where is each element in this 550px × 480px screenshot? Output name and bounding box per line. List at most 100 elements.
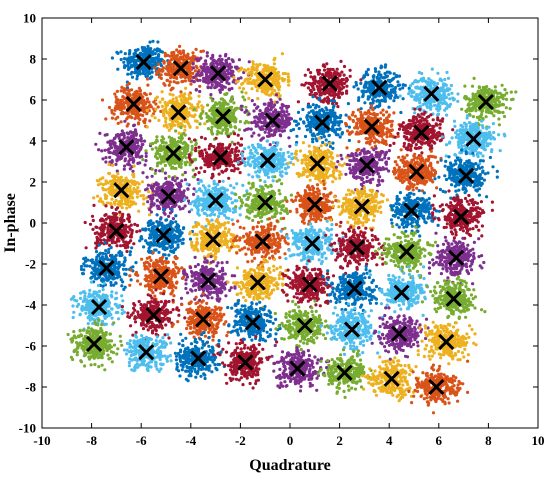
cluster-points bbox=[83, 203, 142, 258]
x-tick-label: -10 bbox=[33, 433, 50, 448]
centroid-marker bbox=[453, 208, 470, 225]
y-tick-label: -8 bbox=[25, 380, 36, 395]
cluster-points bbox=[416, 320, 478, 366]
centroid-marker bbox=[90, 298, 108, 316]
centroid-marker bbox=[353, 198, 370, 215]
cluster-points bbox=[324, 220, 390, 275]
centroid-marker bbox=[249, 274, 266, 291]
cluster-points bbox=[368, 265, 430, 320]
y-axis-label: In-phase bbox=[2, 193, 19, 253]
centroid-marker bbox=[391, 325, 408, 342]
y-tick-label: -4 bbox=[25, 298, 36, 313]
centroid-marker bbox=[423, 85, 440, 102]
axis-ticks bbox=[41, 17, 539, 429]
centroid-marker bbox=[237, 354, 254, 371]
x-tick-label: 2 bbox=[336, 433, 343, 448]
centroid-marker bbox=[445, 290, 462, 307]
centroid-marker bbox=[306, 196, 323, 213]
cluster-points bbox=[420, 275, 487, 327]
centroid-marker bbox=[398, 243, 415, 260]
cluster-points bbox=[138, 207, 194, 263]
y-tick-label: 0 bbox=[30, 216, 37, 231]
centroid-marker bbox=[304, 235, 321, 252]
centroid-marker bbox=[210, 65, 227, 82]
scatter-points bbox=[66, 39, 518, 415]
cluster-points bbox=[94, 119, 153, 175]
cluster-points bbox=[460, 76, 518, 129]
centroid-marker bbox=[465, 130, 482, 148]
centroid-marker bbox=[363, 118, 380, 135]
centroid-marker bbox=[244, 314, 261, 331]
y-tick-label: 10 bbox=[23, 11, 36, 26]
centroid-marker bbox=[448, 249, 465, 266]
centroid-marker bbox=[195, 311, 212, 328]
cluster-points bbox=[66, 318, 124, 372]
cluster-centroids bbox=[86, 54, 494, 396]
centroid-marker bbox=[214, 108, 232, 125]
centroid-marker bbox=[172, 60, 189, 77]
cluster-points bbox=[141, 125, 201, 179]
centroid-marker bbox=[200, 272, 217, 289]
x-tick-label: 10 bbox=[532, 433, 545, 448]
cluster-points bbox=[182, 178, 249, 228]
centroid-marker bbox=[257, 71, 274, 88]
centroid-marker bbox=[155, 227, 172, 244]
y-tick-label: 8 bbox=[30, 52, 37, 67]
y-tick-label: 4 bbox=[30, 134, 37, 149]
centroid-marker bbox=[358, 157, 375, 174]
centroid-marker bbox=[145, 307, 162, 324]
x-tick-labels: -10 -8 -6 -4 -2 0 2 4 6 8 10 bbox=[33, 433, 544, 448]
cluster-points bbox=[143, 168, 200, 224]
centroid-marker bbox=[205, 231, 222, 248]
centroid-marker bbox=[259, 152, 276, 169]
centroid-marker bbox=[207, 192, 224, 209]
y-tick-label: 6 bbox=[30, 93, 37, 108]
centroid-marker bbox=[108, 223, 125, 240]
centroid-marker bbox=[125, 96, 142, 113]
x-tick-label: 8 bbox=[485, 433, 492, 448]
centroid-marker bbox=[296, 317, 313, 334]
cluster-points bbox=[431, 189, 494, 240]
centroid-marker bbox=[257, 194, 274, 211]
y-tick-label: -10 bbox=[19, 421, 36, 436]
centroid-marker bbox=[212, 149, 229, 166]
centroid-marker bbox=[254, 233, 271, 250]
centroid-marker bbox=[170, 104, 187, 121]
centroid-marker bbox=[160, 188, 177, 205]
centroid-marker bbox=[458, 167, 475, 184]
centroid-marker bbox=[413, 124, 430, 141]
centroid-marker bbox=[98, 260, 115, 277]
centroid-marker bbox=[321, 75, 338, 92]
x-tick-label: -6 bbox=[136, 433, 147, 448]
y-tick-label: -6 bbox=[25, 339, 36, 354]
centroid-marker bbox=[383, 370, 400, 387]
centroid-marker bbox=[152, 268, 170, 285]
centroid-marker bbox=[371, 79, 388, 96]
centroid-marker bbox=[408, 163, 425, 180]
centroid-marker bbox=[138, 344, 155, 361]
centroid-marker bbox=[393, 284, 410, 301]
x-tick-label: 0 bbox=[287, 433, 294, 448]
y-tick-label: -2 bbox=[25, 257, 36, 272]
centroid-marker bbox=[113, 182, 130, 199]
centroid-marker bbox=[336, 364, 353, 381]
centroid-marker bbox=[86, 335, 103, 353]
x-axis-label: Quadrature bbox=[249, 457, 330, 474]
cluster-points bbox=[280, 259, 336, 309]
cluster-points bbox=[236, 139, 298, 188]
centroid-marker bbox=[165, 145, 182, 162]
centroid-marker bbox=[343, 321, 361, 338]
cluster-points bbox=[153, 44, 212, 95]
x-tick-label: -2 bbox=[235, 433, 246, 448]
centroid-marker bbox=[346, 280, 363, 297]
centroid-marker bbox=[428, 378, 445, 396]
x-tick-label: 6 bbox=[436, 433, 443, 448]
cluster-points bbox=[279, 219, 345, 271]
centroid-marker bbox=[135, 54, 152, 71]
centroid-marker bbox=[118, 139, 135, 156]
centroid-marker bbox=[403, 202, 420, 219]
centroid-marker bbox=[348, 239, 366, 256]
y-tick-label: 2 bbox=[30, 175, 37, 190]
x-tick-label: -4 bbox=[185, 433, 196, 448]
